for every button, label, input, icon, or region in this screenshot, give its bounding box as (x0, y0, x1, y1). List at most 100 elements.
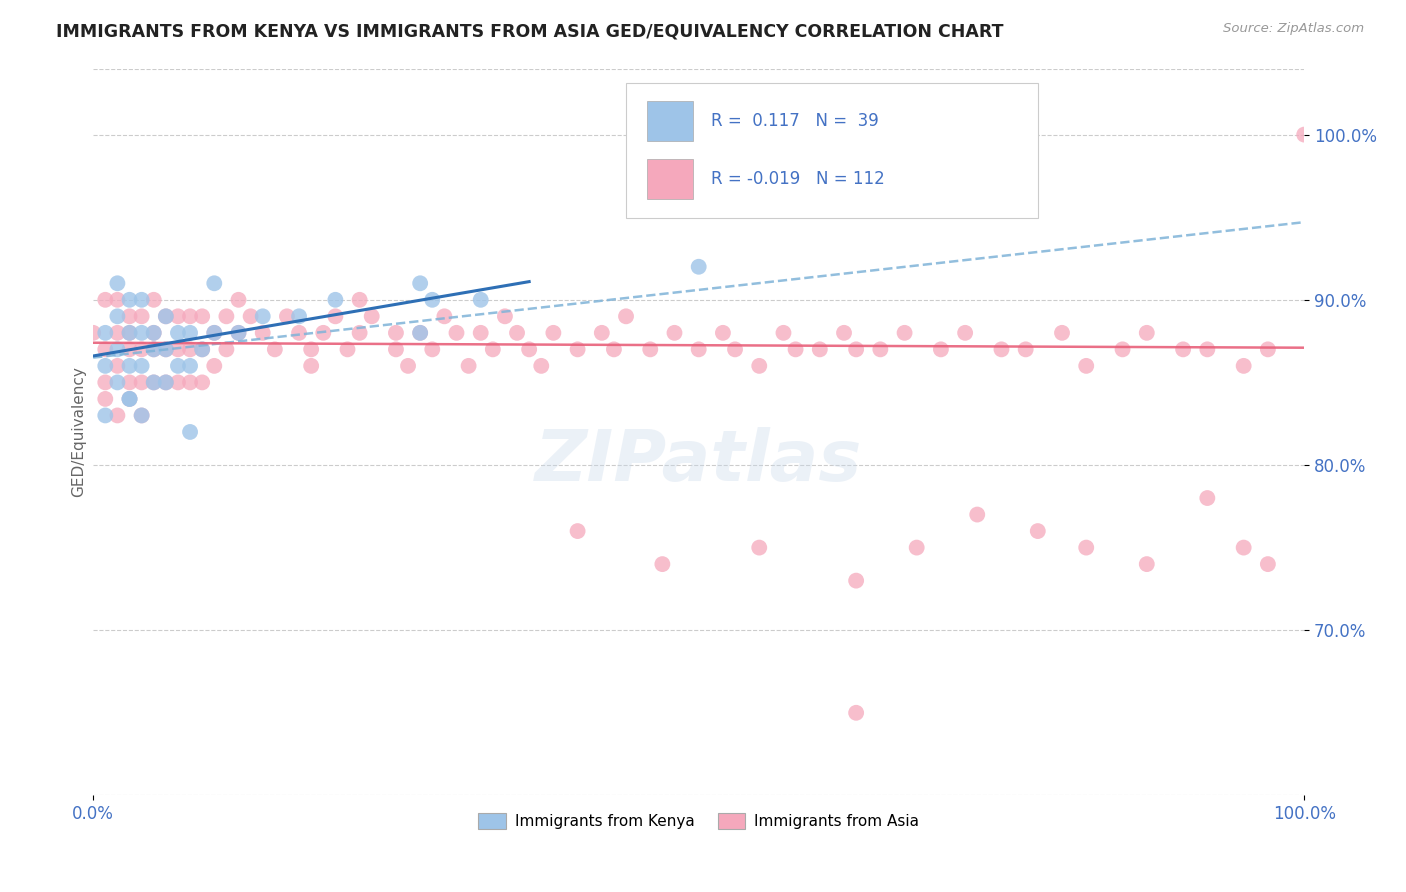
Point (288, 326, 311, 340)
Point (202, 277, 225, 291)
Point (1026, 524, 1049, 538)
Point (929, 343, 952, 357)
Point (252, 326, 274, 340)
Point (94, 392, 117, 406)
Point (530, 359, 553, 373)
Point (1136, 326, 1159, 340)
FancyBboxPatch shape (626, 83, 1038, 218)
Y-axis label: GED/Equivalency: GED/Equivalency (72, 367, 86, 498)
Point (131, 343, 153, 357)
Point (433, 310, 456, 324)
Point (336, 343, 359, 357)
Point (845, 574, 868, 588)
Point (191, 343, 214, 357)
Text: ZIPatlas: ZIPatlas (536, 426, 862, 496)
Point (312, 326, 335, 340)
Point (1257, 557, 1279, 571)
Text: R =  0.117   N =  39: R = 0.117 N = 39 (711, 112, 879, 130)
Point (228, 326, 250, 340)
Point (1076, 541, 1098, 555)
Point (82, 326, 104, 340)
Point (288, 310, 311, 324)
Point (470, 293, 492, 307)
Point (517, 343, 540, 357)
Point (252, 310, 274, 324)
Point (155, 310, 177, 324)
Text: IMMIGRANTS FROM KENYA VS IMMIGRANTS FROM ASIA GED/EQUIVALENCY CORRELATION CHART: IMMIGRANTS FROM KENYA VS IMMIGRANTS FROM… (56, 22, 1004, 40)
Point (131, 409, 153, 423)
Point (990, 343, 1012, 357)
Point (1050, 326, 1073, 340)
Point (494, 310, 516, 324)
Point (118, 359, 141, 373)
Point (276, 310, 298, 324)
Point (409, 326, 432, 340)
Point (591, 326, 613, 340)
Point (167, 376, 190, 390)
Point (202, 326, 225, 340)
Point (179, 310, 201, 324)
Point (808, 343, 831, 357)
Point (396, 359, 419, 373)
Point (239, 310, 262, 324)
Point (711, 326, 734, 340)
Point (142, 326, 165, 340)
Point (966, 508, 988, 522)
Point (1076, 359, 1098, 373)
Point (155, 343, 177, 357)
Point (142, 376, 165, 390)
Point (202, 359, 225, 373)
Point (191, 310, 214, 324)
Point (131, 409, 153, 423)
Bar (647, 160, 693, 199)
Point (94, 343, 117, 357)
Point (482, 343, 505, 357)
Point (664, 326, 686, 340)
Point (385, 326, 408, 340)
Point (179, 376, 201, 390)
Text: R = -0.019   N = 112: R = -0.019 N = 112 (711, 170, 884, 188)
Point (118, 343, 141, 357)
Point (651, 557, 673, 571)
Point (167, 343, 190, 357)
Point (118, 293, 141, 307)
Point (94, 376, 117, 390)
Legend: Immigrants from Kenya, Immigrants from Asia: Immigrants from Kenya, Immigrants from A… (472, 806, 925, 835)
Point (688, 343, 710, 357)
Point (118, 392, 141, 406)
Point (118, 392, 141, 406)
Point (118, 326, 141, 340)
Point (94, 359, 117, 373)
Point (107, 343, 129, 357)
Point (215, 343, 238, 357)
Point (131, 310, 153, 324)
Point (457, 359, 479, 373)
Point (845, 706, 868, 720)
Point (155, 310, 177, 324)
Bar (647, 101, 693, 141)
Point (118, 310, 141, 324)
Point (325, 293, 347, 307)
Point (1015, 343, 1038, 357)
Point (155, 376, 177, 390)
Point (118, 326, 141, 340)
Point (167, 310, 190, 324)
Point (409, 326, 432, 340)
Point (638, 343, 661, 357)
Point (167, 359, 190, 373)
Point (155, 343, 177, 357)
Point (893, 326, 915, 340)
Point (325, 310, 347, 324)
Point (567, 343, 589, 357)
Point (299, 343, 322, 357)
Point (228, 326, 250, 340)
Point (94, 326, 117, 340)
Point (142, 293, 165, 307)
Point (107, 376, 129, 390)
Point (179, 326, 201, 340)
Point (131, 376, 153, 390)
Point (385, 343, 408, 357)
Point (349, 326, 371, 340)
Point (118, 376, 141, 390)
Point (953, 326, 976, 340)
